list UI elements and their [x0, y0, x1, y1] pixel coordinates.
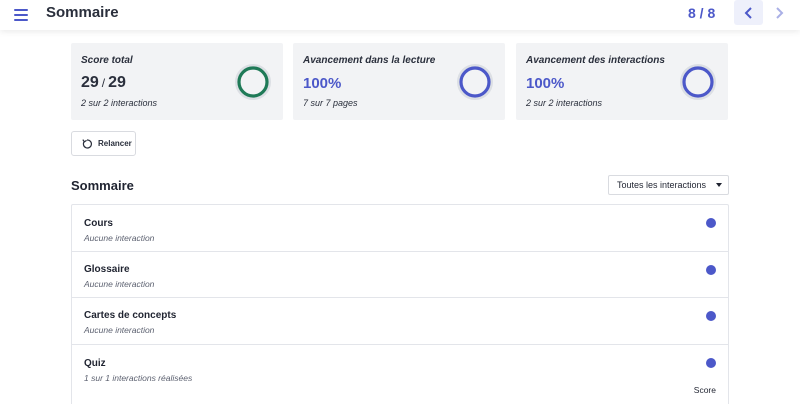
card-subtitle: 2 sur 2 interactions [81, 98, 158, 108]
list-item-subtitle: Aucune interaction [84, 233, 155, 243]
list-item-cartes-de-concepts[interactable]: Cartes de concepts Aucune interaction [72, 298, 728, 345]
page-counter: 8 / 8 [688, 5, 716, 21]
next-page-button[interactable] [764, 0, 793, 25]
relaunch-button[interactable]: Relancer [71, 131, 136, 156]
score-total-card: Score total 29/29 2 sur 2 interactions [71, 43, 283, 120]
score-total: 29 [108, 74, 126, 91]
score-ring-icon [235, 64, 271, 100]
filter-selected-value: Toutes les interactions [617, 180, 707, 190]
list-item-cours[interactable]: Cours Aucune interaction [72, 205, 728, 252]
chevron-left-icon [744, 6, 752, 19]
summary-title: Sommaire [71, 178, 134, 193]
list-item-title: Quiz [84, 358, 106, 369]
interaction-progress-value: 100% [526, 75, 565, 92]
summary-list: Cours Aucune interaction Glossaire Aucun… [71, 204, 729, 404]
relaunch-label: Relancer [98, 139, 132, 148]
list-item-subtitle: Aucune interaction [84, 325, 155, 335]
interaction-filter-select[interactable]: Toutes les interactions [608, 175, 729, 195]
list-item-title: Glossaire [84, 264, 130, 275]
score-label: Score [693, 385, 716, 395]
chevron-right-icon [775, 6, 783, 19]
page-title: Sommaire [46, 4, 119, 21]
interaction-progress-ring-icon [680, 64, 716, 100]
reading-progress-ring-icon [457, 64, 493, 100]
reading-progress-card: Avancement dans la lecture 100% 7 sur 7 … [293, 43, 505, 120]
score-earned: 29 [81, 74, 99, 91]
list-item-quiz[interactable]: Quiz 1 sur 1 interactions réalisées Scor… [72, 345, 728, 404]
hamburger-menu-icon[interactable] [14, 7, 30, 23]
card-subtitle: 7 sur 7 pages [303, 98, 358, 108]
list-item-glossaire[interactable]: Glossaire Aucune interaction [72, 252, 728, 298]
card-title: Avancement des interactions [526, 55, 665, 66]
card-subtitle: 2 sur 2 interactions [526, 98, 603, 108]
list-item-subtitle: Aucune interaction [84, 279, 155, 289]
status-dot-icon [706, 311, 716, 321]
card-title: Avancement dans la lecture [303, 55, 436, 66]
reading-progress-value: 100% [303, 75, 342, 92]
list-item-title: Cours [84, 218, 113, 229]
top-bar: Sommaire 8 / 8 [0, 0, 800, 30]
list-item-title: Cartes de concepts [84, 310, 177, 321]
score-value: 29/29 [81, 74, 126, 92]
card-title: Score total [81, 55, 133, 66]
caret-down-icon [716, 183, 722, 187]
interaction-progress-card: Avancement des interactions 100% 2 sur 2… [516, 43, 728, 120]
previous-page-button[interactable] [734, 0, 763, 25]
status-dot-icon [706, 265, 716, 275]
status-dot-icon [706, 358, 716, 368]
restart-icon [82, 138, 92, 149]
status-dot-icon [706, 218, 716, 228]
list-item-subtitle: 1 sur 1 interactions réalisées [84, 373, 193, 383]
score-separator: / [101, 76, 106, 90]
